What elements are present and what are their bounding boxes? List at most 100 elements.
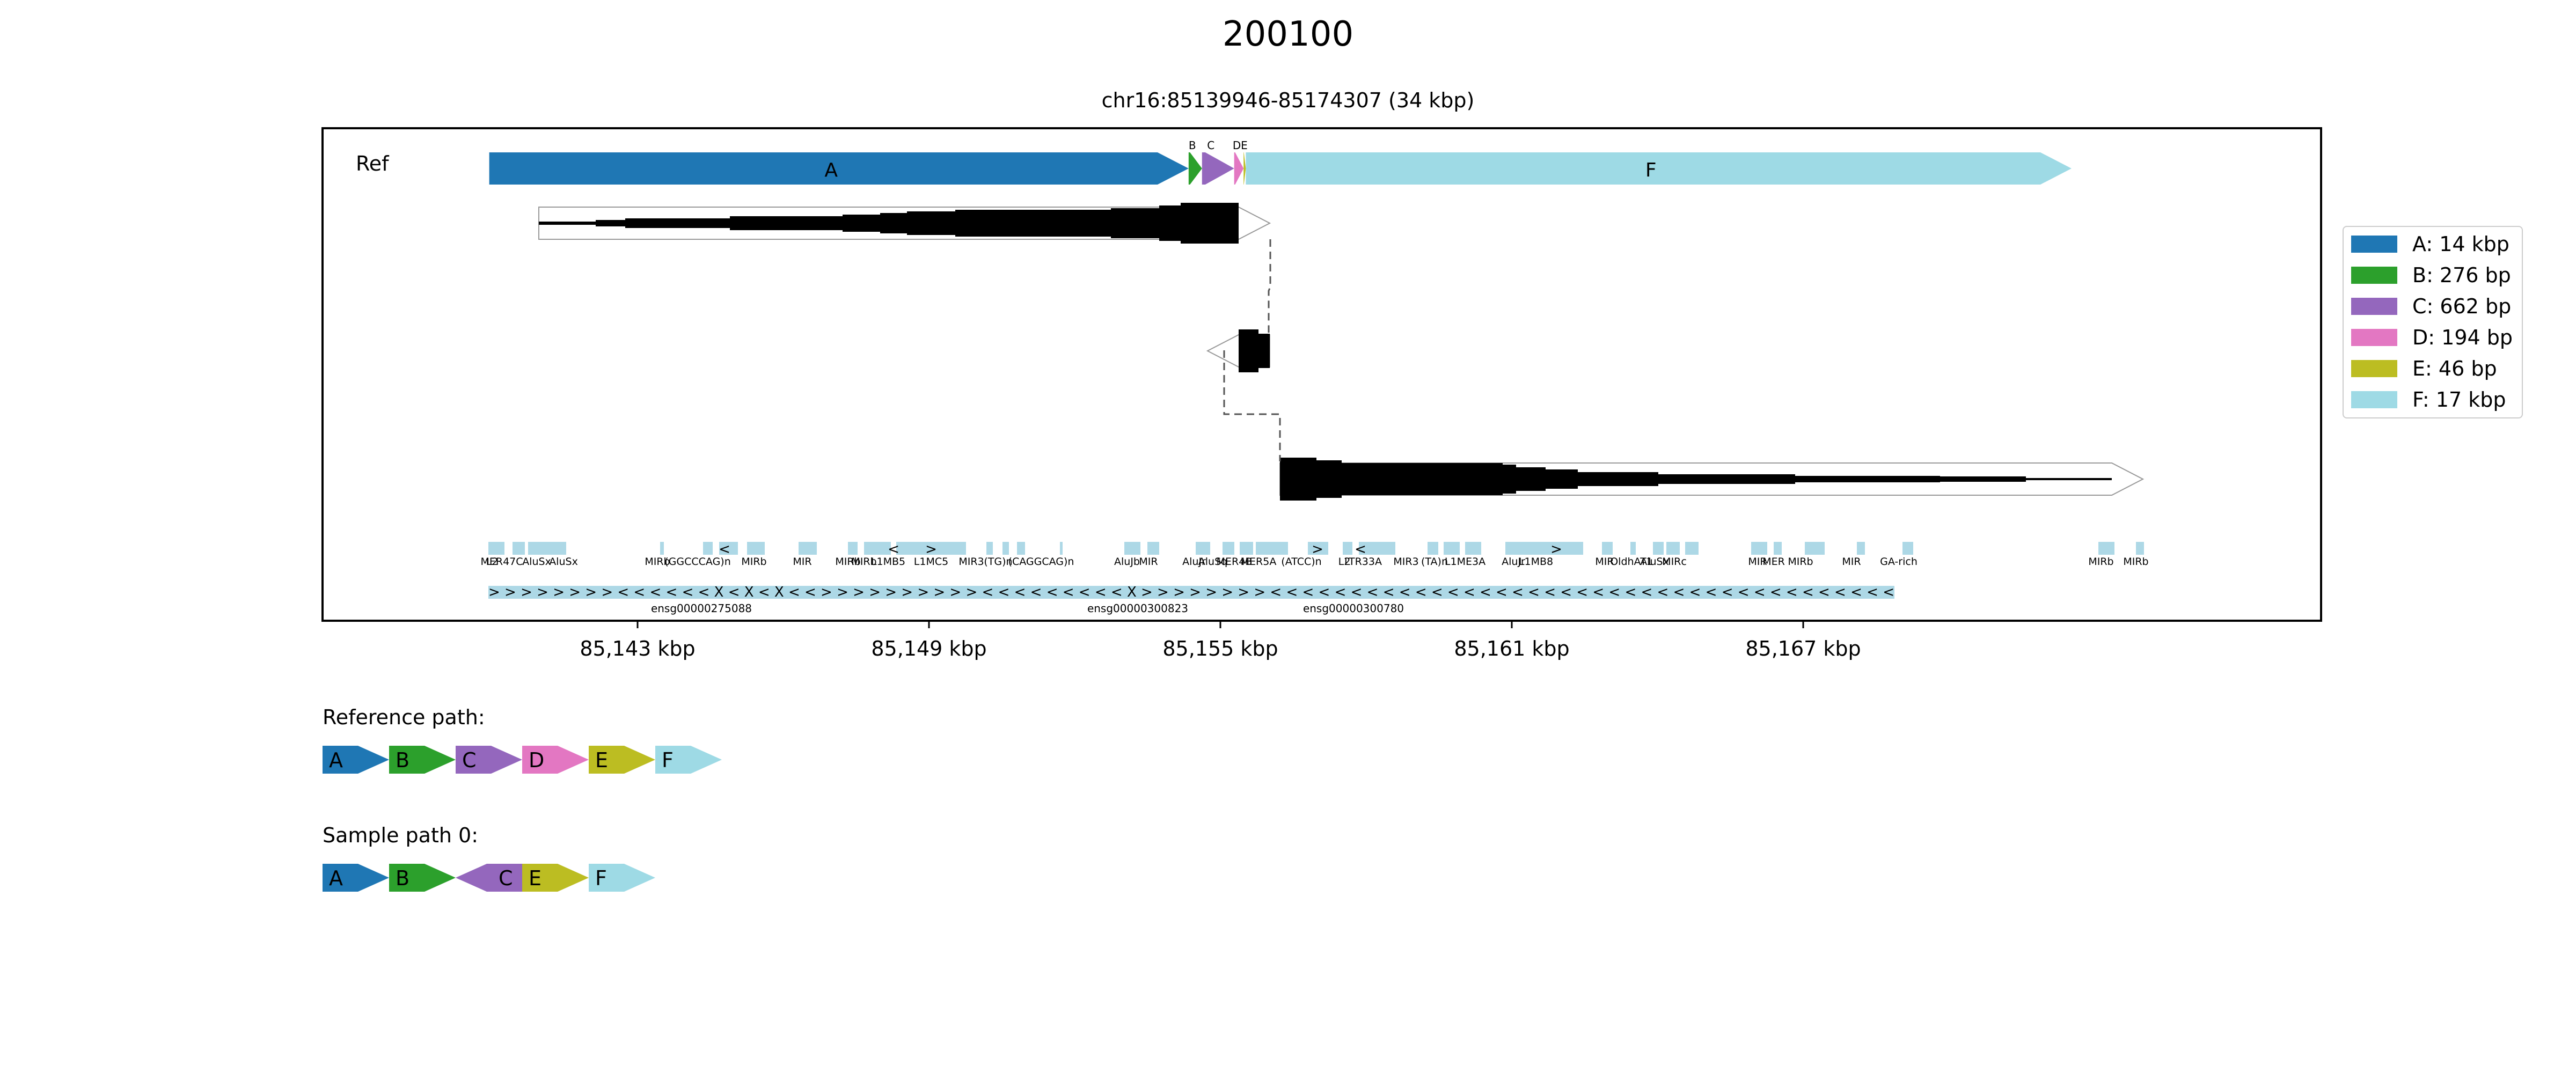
path-block-f xyxy=(655,746,722,774)
segment-label-d: D xyxy=(1233,139,1241,152)
repeat-block xyxy=(1602,542,1613,555)
repeat-block xyxy=(986,542,993,555)
repeat-label: MIRb xyxy=(835,556,860,568)
legend-swatch xyxy=(2351,236,2397,253)
repeat-label: MIRb xyxy=(2123,556,2148,568)
path-block-f xyxy=(589,864,655,892)
alignment-block xyxy=(1546,469,1578,489)
repeat-label: L1MB5 xyxy=(871,556,905,568)
alignment-block xyxy=(1159,205,1181,241)
repeat-block xyxy=(488,542,504,555)
legend-item-d: D: 194 bp xyxy=(2351,326,2513,349)
repeat-label: L2 xyxy=(1338,556,1351,568)
repeat-block xyxy=(1147,542,1159,555)
repeat-block xyxy=(1685,542,1699,555)
segment-label-a: A xyxy=(824,159,838,181)
repeat-label: (GGCCCAG)n xyxy=(664,556,731,568)
repeat-block xyxy=(513,542,525,555)
path-title: Reference path: xyxy=(323,705,485,729)
alignment-outline xyxy=(538,207,1271,240)
repeat-block xyxy=(703,542,713,555)
repeat-label: AluJb xyxy=(1114,556,1140,568)
path-block-label: E xyxy=(529,866,541,890)
repeat-block xyxy=(528,542,566,555)
link-dashed xyxy=(1223,350,1281,461)
legend-label: C: 662 bp xyxy=(2412,295,2512,318)
repeat-block xyxy=(1902,542,1913,555)
repeat-label: MIR xyxy=(1842,556,1861,568)
segment-c xyxy=(1202,152,1234,185)
repeat-block xyxy=(1805,542,1825,555)
alignment-row-2 xyxy=(1206,329,1270,372)
alignment-block xyxy=(1516,467,1546,491)
repeat-block xyxy=(1428,542,1438,555)
repeat-strand-arrow: < xyxy=(1355,541,1366,557)
legend-swatch xyxy=(2351,329,2397,346)
repeat-label: MIR xyxy=(1139,556,1158,568)
alignment-block xyxy=(1658,474,1795,484)
legend-label: D: 194 bp xyxy=(2412,326,2513,349)
repeat-label: MER xyxy=(1762,556,1785,568)
alignment-block xyxy=(1111,208,1159,238)
repeat-label: MIR xyxy=(1595,556,1614,568)
alignment-row-3 xyxy=(1279,458,2145,501)
repeat-label: MIRb xyxy=(851,556,876,568)
segment-label-e: E xyxy=(1241,139,1248,152)
repeat-label: MIRb xyxy=(2088,556,2113,568)
legend-item-e: E: 46 bp xyxy=(2351,357,2497,380)
legend-swatch xyxy=(2351,267,2397,284)
path-1: Sample path 0: A B C E F xyxy=(323,824,655,892)
repeat-strand-arrow: > xyxy=(925,541,937,557)
repeat-block xyxy=(2136,542,2144,555)
path-block-label: B xyxy=(396,748,409,772)
repeat-label: MER4B xyxy=(1217,556,1253,568)
segment-label-b: B xyxy=(1189,139,1196,152)
legend-item-c: C: 662 bp xyxy=(2351,295,2512,318)
repeat-label: MIRb xyxy=(645,556,670,568)
alignment-block xyxy=(1426,463,1503,495)
path-block-label: C xyxy=(462,748,477,772)
alignment-block xyxy=(955,210,1111,237)
path-block-label: F xyxy=(662,748,674,772)
plot-frame xyxy=(321,127,2322,622)
track-label: Ref xyxy=(356,152,390,175)
alignment-block xyxy=(2026,478,2112,480)
repeat-label: L1MB8 xyxy=(1519,556,1553,568)
path-block-label: F xyxy=(595,866,607,890)
repeat-label: MIRc xyxy=(1662,556,1687,568)
repeat-label: (ATCC)n xyxy=(1281,556,1321,568)
repeat-block xyxy=(1465,542,1481,555)
repeat-block xyxy=(896,542,966,555)
path-block-c xyxy=(456,746,522,774)
alignment-block xyxy=(730,216,843,230)
alignment-block xyxy=(1258,334,1270,368)
alignment-block xyxy=(1503,465,1516,494)
alignment-blocks xyxy=(538,203,2145,501)
repeat-block xyxy=(1308,542,1328,555)
repeat-block xyxy=(1751,542,1767,555)
repeat-block xyxy=(1196,542,1210,555)
axis-tick-label: 85,143 kbp xyxy=(580,637,695,660)
segment-e xyxy=(1243,152,1246,185)
repeat-label: MIRb xyxy=(1788,556,1813,568)
path-block-a xyxy=(323,746,389,774)
path-block-a xyxy=(323,864,389,892)
alignment-row-1 xyxy=(538,203,1271,244)
segment-label-f: F xyxy=(1645,159,1657,181)
repeat-label: AluSq xyxy=(1198,556,1227,568)
gene-label: ensg00000300780 xyxy=(1303,602,1404,615)
repeat-block xyxy=(1653,542,1664,555)
alignment-block xyxy=(1181,203,1208,244)
repeat-label: GA-rich xyxy=(1880,556,1918,568)
alignment-block xyxy=(539,222,596,225)
repeat-label: L1ME3A xyxy=(1445,556,1485,568)
repeat-strand-arrow: < xyxy=(719,541,730,557)
repeat-label: AluSx xyxy=(549,556,578,568)
region-subtitle: chr16:85139946-85174307 (34 kbp) xyxy=(1102,89,1475,112)
alignment-block xyxy=(1280,458,1316,501)
repeat-label: MIRb xyxy=(741,556,766,568)
repeat-block xyxy=(2098,542,2114,555)
legend-label: A: 14 kbp xyxy=(2412,232,2509,256)
segment-b xyxy=(1188,152,1202,185)
